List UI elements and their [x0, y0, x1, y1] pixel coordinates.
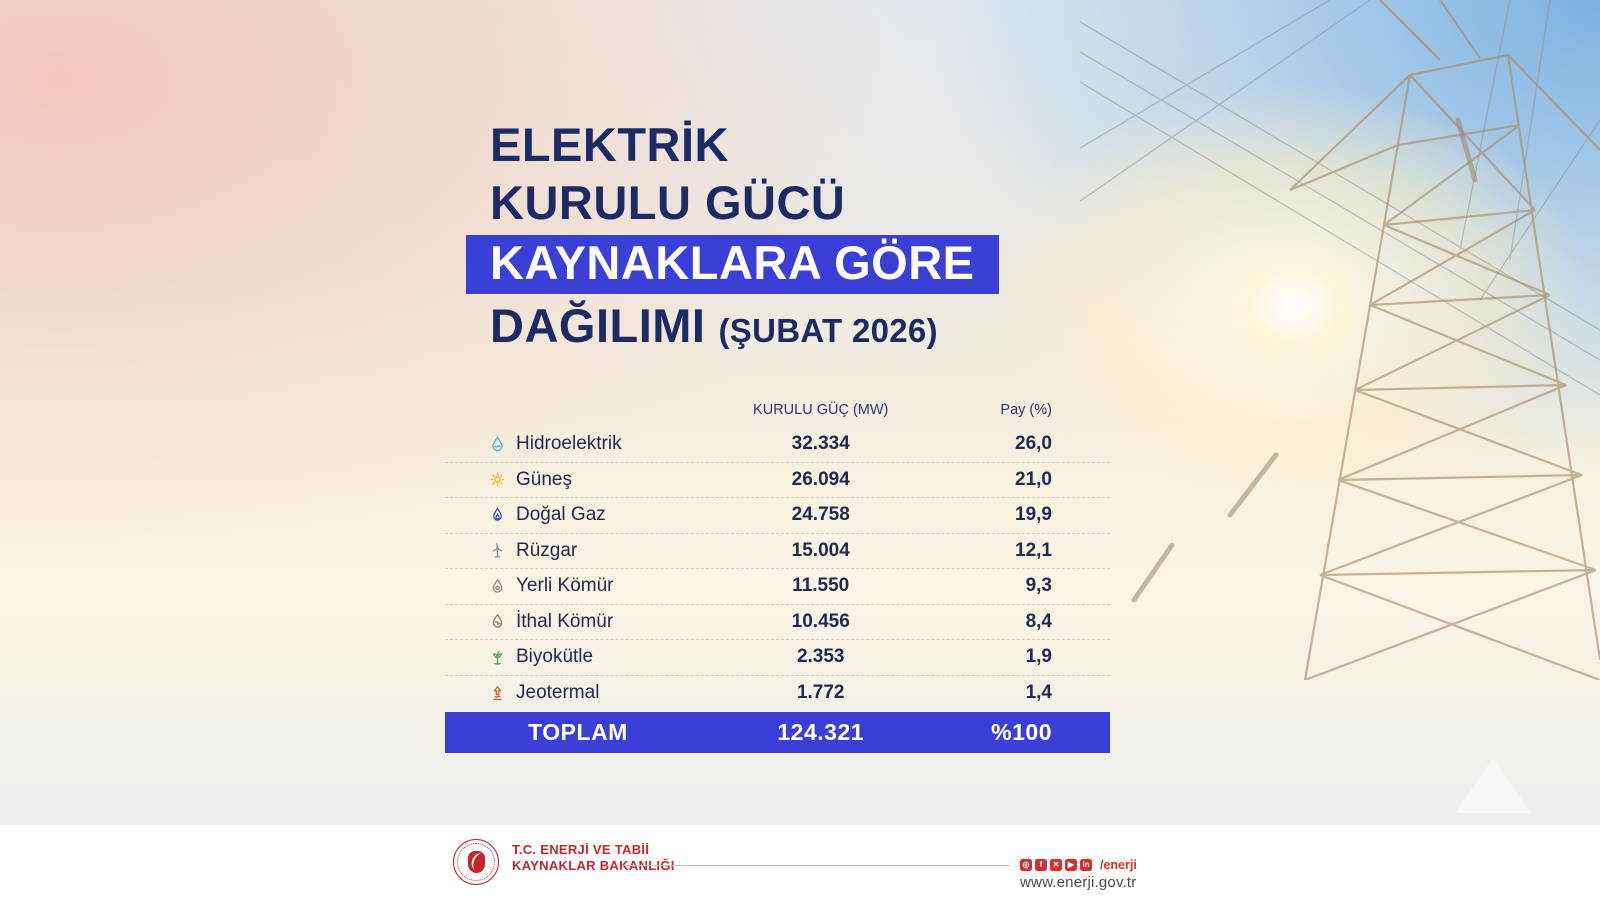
gas-icon [488, 506, 507, 525]
youtube-icon[interactable]: ▶ [1065, 859, 1077, 871]
website-url: www.enerji.gov.tr [1020, 874, 1137, 891]
title-line-1: ELEKTRİK [490, 118, 729, 171]
title-date: (ŞUBAT 2026) [718, 312, 938, 349]
linkedin-icon[interactable]: in [1080, 859, 1092, 871]
source-label: İthal Kömür [516, 610, 614, 632]
social-handle: /enerji [1100, 858, 1137, 872]
power-value: 1.772 [796, 682, 845, 704]
title-line-2: KURULU GÜCÜ [490, 176, 846, 229]
column-header-share: Pay (%) [1000, 402, 1052, 418]
geothermal-icon [488, 684, 507, 703]
table-row: Rüzgar 15.004 12,1 [445, 534, 1110, 569]
instagram-icon[interactable]: ◎ [1020, 859, 1032, 871]
power-value: 10.456 [791, 610, 850, 632]
share-value: 8,4 [1025, 610, 1052, 632]
share-value: 21,0 [1015, 468, 1052, 490]
ministry-name: T.C. ENERJİ VE TABİİ KAYNAKLAR BAKANLIĞI [512, 842, 675, 873]
source-label: Biyokütle [516, 646, 594, 668]
transmission-tower-photo [1080, 0, 1600, 680]
facebook-icon[interactable]: f [1035, 859, 1047, 871]
biomass-icon [488, 648, 507, 667]
power-value: 32.334 [791, 433, 850, 455]
table-row: Biyokütle 2.353 1,9 [445, 640, 1110, 676]
share-value: 1,4 [1025, 682, 1052, 704]
table-row: Jeotermal 1.772 1,4 [445, 676, 1110, 712]
footer-divider [622, 865, 1010, 866]
share-value: 1,9 [1025, 646, 1052, 668]
hydro-icon [488, 435, 507, 454]
share-value: 12,1 [1015, 539, 1052, 561]
page-title: ELEKTRİK KURULU GÜCÜ KAYNAKLARA GÖRE DAĞ… [466, 116, 999, 360]
domestic-coal-icon [488, 577, 507, 596]
source-label: Rüzgar [516, 539, 578, 561]
share-value: 19,9 [1015, 504, 1052, 526]
power-value: 26.094 [791, 468, 850, 490]
table-row: Yerli Kömür 11.550 9,3 [445, 569, 1110, 605]
sun-icon [488, 470, 507, 489]
title-line-4: DAĞILIMI (ŞUBAT 2026) [490, 299, 938, 352]
capacity-table: KURULU GÜÇ (MW) Pay (%) Hidroelektrik 32.… [445, 393, 1110, 753]
twitter-icon[interactable]: ✕ [1050, 859, 1062, 871]
power-value: 24.758 [791, 504, 850, 526]
wind-icon [488, 541, 507, 560]
ministry-logo [453, 839, 499, 885]
footer-contact: ◎ f ✕ ▶ in /enerji www.enerji.gov.tr [1020, 858, 1137, 891]
power-value: 2.353 [796, 646, 845, 668]
power-value: 11.550 [792, 575, 850, 597]
source-label: Hidroelektrik [516, 433, 622, 455]
table-rows: Hidroelektrik 32.334 26,0 Güneş 26.094 21,0 Do… [445, 427, 1110, 711]
total-share: %100 [991, 718, 1052, 745]
source-label: Jeotermal [516, 682, 600, 704]
footer-band: T.C. ENERJİ VE TABİİ KAYNAKLAR BAKANLIĞI… [0, 825, 1600, 900]
watermark-arrow [1455, 758, 1531, 813]
table-header: KURULU GÜÇ (MW) Pay (%) [445, 393, 1110, 427]
table-row: Güneş 26.094 21,0 [445, 463, 1110, 498]
total-row: TOPLAM 124.321 %100 [445, 711, 1110, 753]
table-row: Hidroelektrik 32.334 26,0 [445, 427, 1110, 463]
title-line-3-highlight: KAYNAKLARA GÖRE [466, 235, 999, 294]
column-header-power: KURULU GÜÇ (MW) [753, 402, 889, 418]
imported-coal-icon [488, 612, 507, 631]
total-power: 124.321 [777, 718, 865, 745]
social-icons: ◎ f ✕ ▶ in [1020, 859, 1092, 871]
share-value: 26,0 [1015, 433, 1052, 455]
social-icons-row: ◎ f ✕ ▶ in /enerji [1020, 858, 1137, 872]
table-row: İthal Kömür 10.456 8,4 [445, 605, 1110, 640]
source-label: Yerli Kömür [516, 575, 614, 597]
source-label: Doğal Gaz [516, 504, 606, 526]
power-value: 15.004 [791, 539, 850, 561]
source-label: Güneş [516, 468, 572, 490]
sun-glow [1210, 230, 1380, 380]
share-value: 9,3 [1025, 575, 1052, 597]
total-label: TOPLAM [528, 718, 628, 745]
table-row: Doğal Gaz 24.758 19,9 [445, 498, 1110, 534]
